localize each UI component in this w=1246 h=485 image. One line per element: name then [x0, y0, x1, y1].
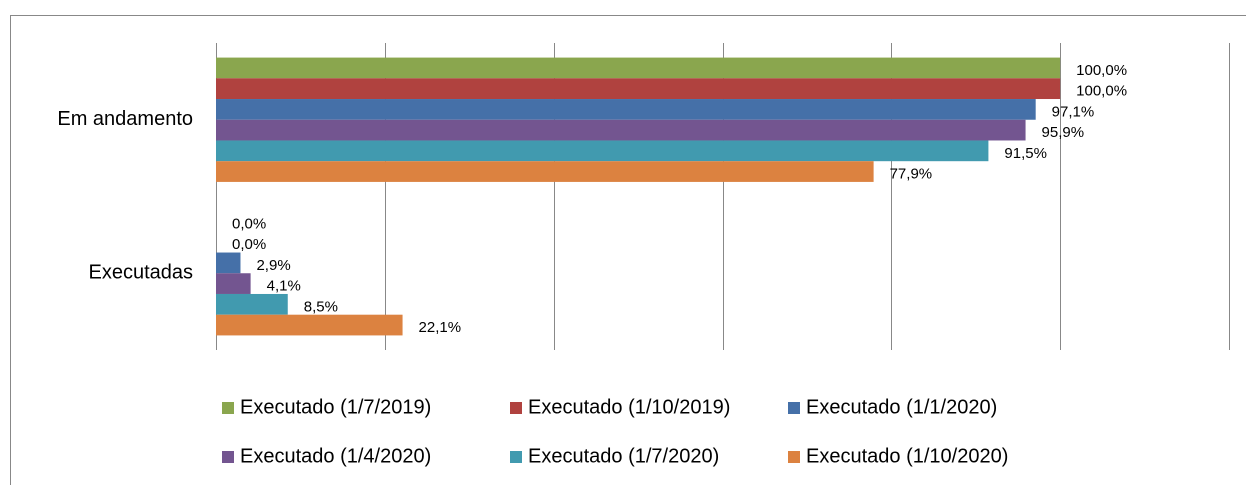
bar — [216, 314, 403, 336]
bar — [216, 57, 1061, 79]
legend-label: Executado (1/4/2020) — [240, 445, 431, 467]
data-label: 2,9% — [256, 257, 290, 274]
legend-swatch — [510, 402, 522, 414]
category-label: Executadas — [88, 262, 193, 284]
legend-label: Executado (1/7/2019) — [240, 396, 431, 418]
bar — [216, 99, 1036, 120]
legend-swatch — [788, 402, 800, 414]
bar — [216, 119, 1026, 141]
data-label: 0,0% — [232, 236, 266, 253]
legend-swatch — [510, 451, 522, 463]
bar — [216, 273, 251, 294]
data-label: 22,1% — [419, 319, 462, 336]
data-label: 97,1% — [1052, 103, 1095, 120]
legend-label: Executado (1/10/2020) — [806, 445, 1008, 467]
legend-swatch — [222, 402, 234, 414]
data-label: 0,0% — [232, 215, 266, 232]
legend-swatch — [788, 451, 800, 463]
data-label: 8,5% — [304, 298, 338, 315]
legend-label: Executado (1/10/2019) — [528, 396, 730, 418]
legend-swatch — [222, 451, 234, 463]
bar — [216, 161, 874, 182]
bar — [216, 78, 1061, 100]
legend-label: Executado (1/1/2020) — [806, 396, 997, 418]
bar — [216, 252, 241, 274]
data-label: 100,0% — [1076, 62, 1127, 79]
data-label: 100,0% — [1076, 83, 1127, 100]
category-label: Em andamento — [57, 108, 193, 130]
data-label: 91,5% — [1004, 145, 1047, 162]
legend-label: Executado (1/7/2020) — [528, 445, 719, 467]
data-label: 4,1% — [267, 278, 301, 295]
data-label: 95,9% — [1042, 124, 1085, 141]
data-label: 77,9% — [890, 166, 933, 183]
bar — [216, 293, 288, 315]
bar — [216, 140, 989, 162]
